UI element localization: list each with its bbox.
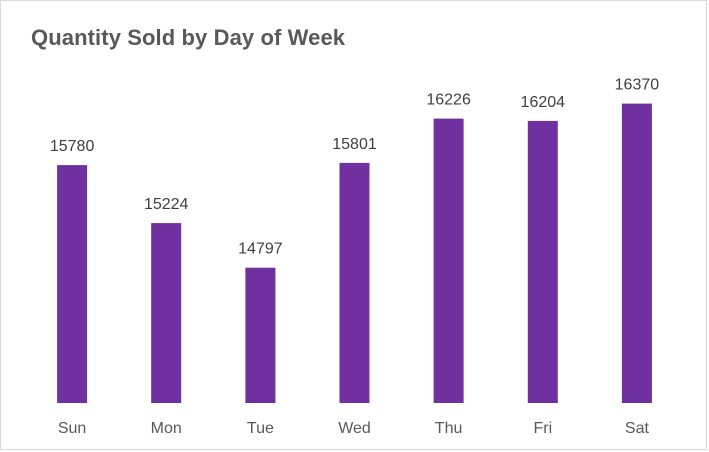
x-tick-label-mon: Mon (151, 420, 182, 437)
x-tick-label-fri: Fri (533, 420, 552, 437)
x-tick-label-thu: Thu (435, 420, 463, 437)
x-tick-label-sun: Sun (58, 420, 86, 437)
x-tick-label-sat: Sat (625, 420, 650, 437)
data-label-mon: 15224 (144, 196, 189, 213)
bar-tue (245, 267, 276, 403)
data-label-tue: 14797 (238, 241, 283, 258)
chart-title: Quantity Sold by Day of Week (31, 25, 346, 50)
bar-sat (621, 103, 652, 403)
data-label-sat: 16370 (615, 77, 660, 94)
x-tick-label-tue: Tue (247, 420, 274, 437)
bar-wed (339, 162, 370, 403)
data-label-wed: 15801 (332, 136, 377, 153)
bar-sun (57, 165, 88, 403)
data-label-fri: 16204 (521, 94, 566, 111)
data-label-thu: 16226 (426, 92, 471, 109)
data-label-sun: 15780 (50, 138, 95, 155)
bar-mon (151, 223, 182, 403)
bar-fri (527, 120, 558, 404)
bar-thu (433, 118, 464, 403)
x-tick-label-wed: Wed (338, 420, 371, 437)
